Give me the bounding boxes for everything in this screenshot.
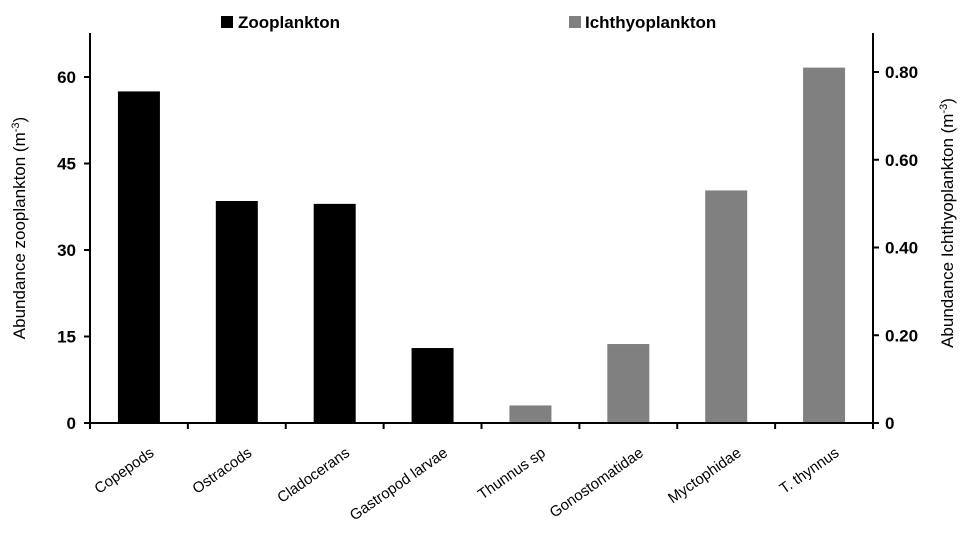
y-axis-right-title-text: Abundance Ichthyoplankton (m xyxy=(938,114,957,348)
bar-t-thynnus xyxy=(803,67,846,424)
bar-copepods xyxy=(117,91,160,424)
legend-swatch-ichthyoplankton xyxy=(569,16,581,28)
y-axis-left-title-text: Abundance zooplankton (m xyxy=(10,132,29,339)
bar-gonostomatidae xyxy=(607,344,650,423)
x-category-label: T. thynnus xyxy=(777,444,843,497)
y-right-tick-label: 0 xyxy=(885,414,894,433)
bar-cladocerans xyxy=(313,203,356,423)
legend-label-ichthyoplankton: Ichthyoplankton xyxy=(585,13,716,32)
y-left-tick-label: 45 xyxy=(57,155,76,174)
bars xyxy=(117,67,846,424)
y-right-tick-label: 0.20 xyxy=(885,326,918,345)
legend-swatch-zooplankton xyxy=(221,16,233,28)
legend-label-zooplankton: Zooplankton xyxy=(238,13,340,32)
x-category-label: Gastropod larvae xyxy=(347,444,451,524)
x-category-label: Gonostomatidae xyxy=(547,444,647,521)
y-axis-right-title: Abundance Ichthyoplankton (m-3) xyxy=(938,98,957,348)
x-category-label: Thunnus sp xyxy=(475,444,549,503)
x-category-label: Copepods xyxy=(91,444,157,497)
bar-thunnus-sp xyxy=(509,405,552,423)
y-left-tick-label: 30 xyxy=(57,241,76,260)
x-category-label: Myctophidae xyxy=(665,444,744,507)
y-right-tick-label: 0.80 xyxy=(885,63,918,82)
y-left-tick-label: 0 xyxy=(67,414,76,433)
y-left-tick-label: 60 xyxy=(57,68,76,87)
bar-myctophidae xyxy=(705,190,748,423)
x-category-label: Ostracods xyxy=(189,444,255,497)
y-axis-left-title: Abundance zooplankton (m-3) xyxy=(10,117,29,339)
y-axis-left-title-sup: -3 xyxy=(10,122,22,132)
x-category-label: Cladocerans xyxy=(274,444,353,506)
bar-ostracods xyxy=(215,200,258,423)
y-left-tick-label: 15 xyxy=(57,328,76,347)
y-right-tick-label: 0.60 xyxy=(885,151,918,170)
bar-gastropod-larvae xyxy=(411,348,454,423)
legend: Zooplankton Ichthyoplankton xyxy=(221,13,716,32)
y-axis-right-title-sup: -3 xyxy=(938,104,950,114)
axes: 0 15 30 45 60 0 0.20 0.40 0.60 0.80 Copepods Ostrac… xyxy=(57,33,918,524)
y-right-tick-label: 0.40 xyxy=(885,239,918,258)
